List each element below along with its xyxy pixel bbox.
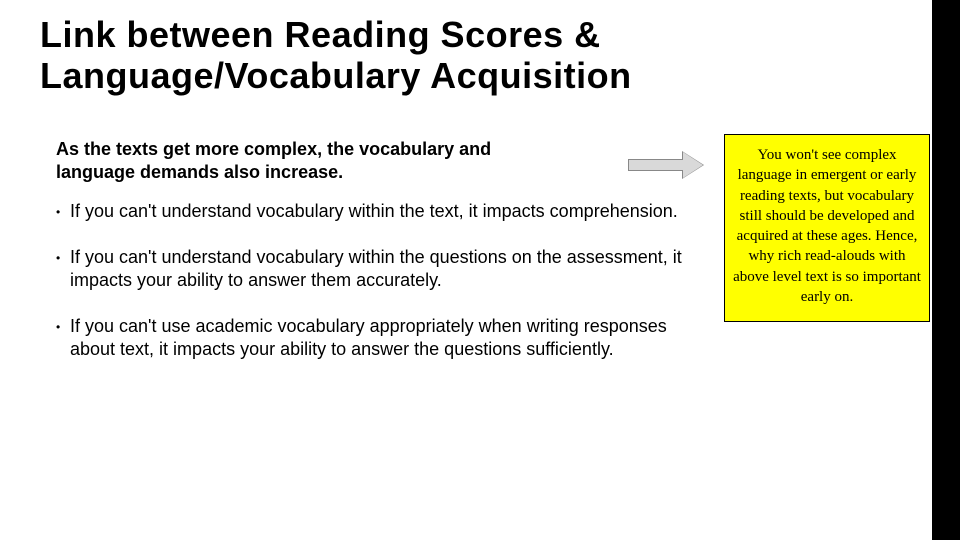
lead-paragraph: As the texts get more complex, the vocab… [56,138,556,185]
callout-box: You won't see complex language in emerge… [724,134,930,322]
list-item: • If you can't understand vocabulary wit… [56,200,696,224]
right-accent-bar [932,0,960,540]
arrow-icon [628,152,708,178]
bullet-dot-icon: • [56,200,70,224]
bullet-text: If you can't use academic vocabulary app… [70,315,696,362]
bullet-dot-icon: • [56,315,70,362]
slide-title: Link between Reading Scores & Language/V… [40,14,840,97]
bullet-dot-icon: • [56,246,70,293]
bullet-text: If you can't understand vocabulary withi… [70,246,696,293]
bullet-text: If you can't understand vocabulary withi… [70,200,696,224]
list-item: • If you can't understand vocabulary wit… [56,246,696,293]
list-item: • If you can't use academic vocabulary a… [56,315,696,362]
bullet-list: • If you can't understand vocabulary wit… [56,200,696,384]
